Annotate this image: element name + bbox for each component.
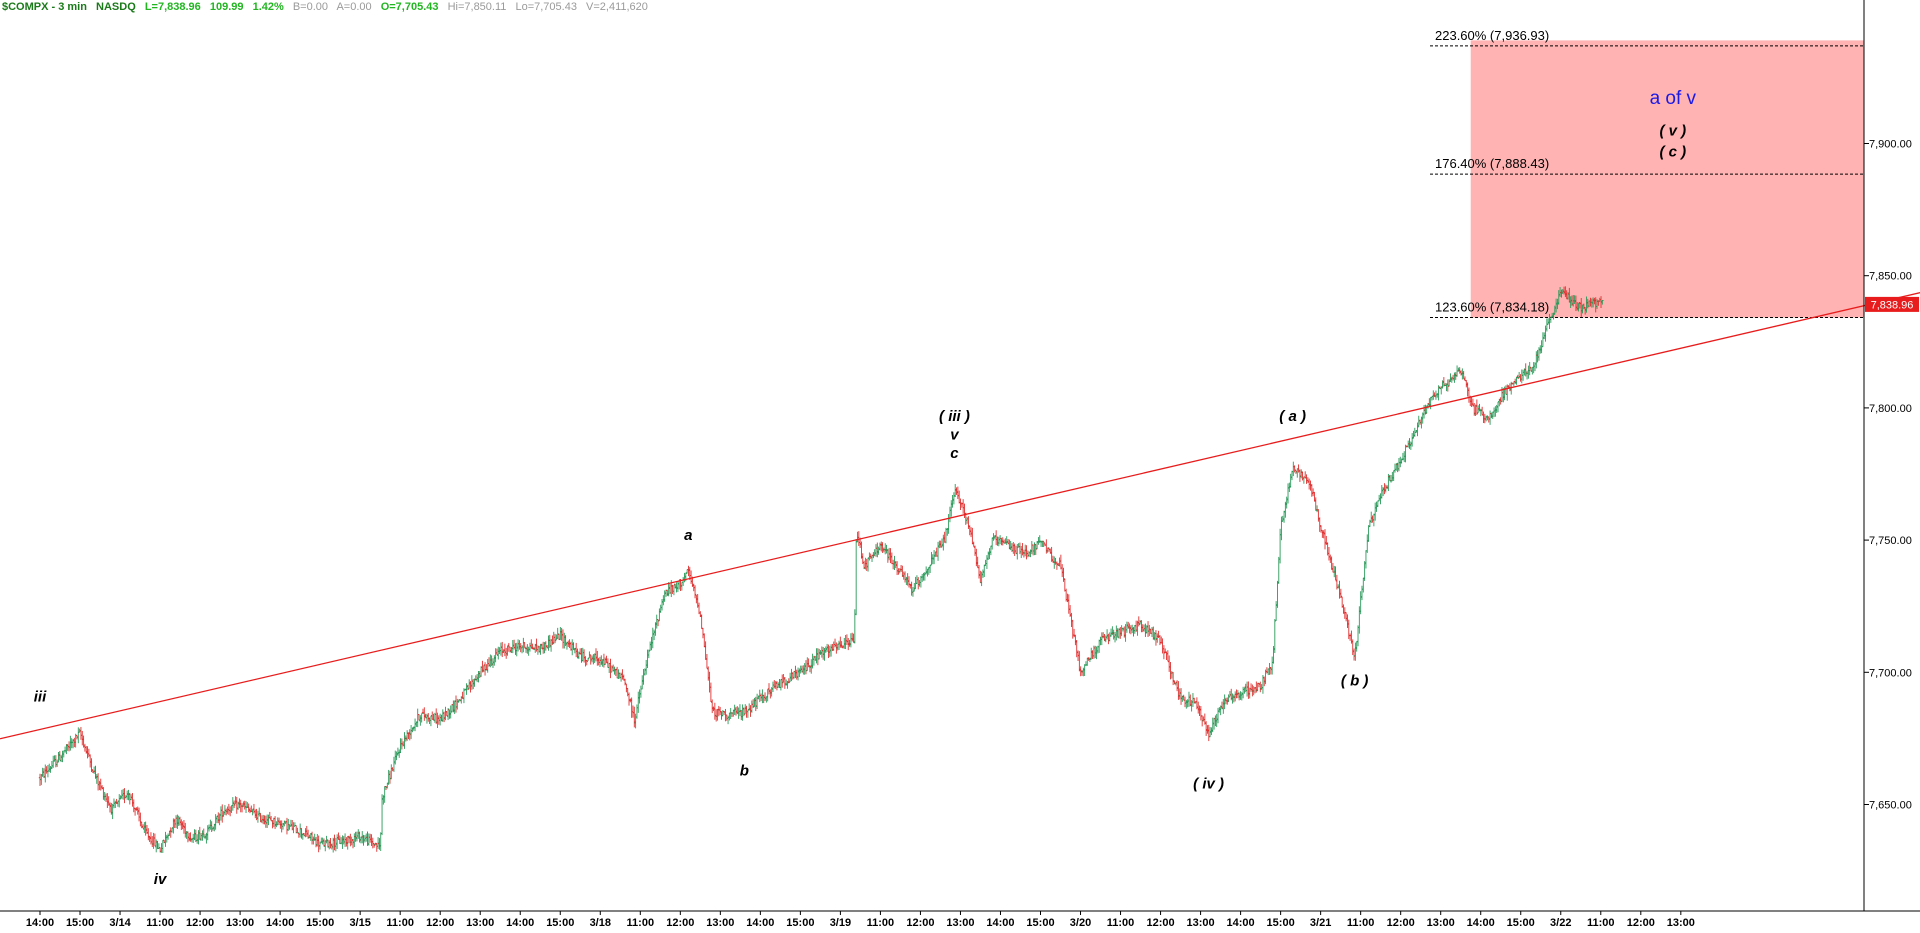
y-tick-label: 7,850.00 bbox=[1869, 271, 1912, 283]
x-tick-label: 11:00 bbox=[146, 917, 174, 929]
target-zone-layer bbox=[1470, 40, 1864, 318]
x-tick-label: 15:00 bbox=[1267, 917, 1295, 929]
last-price-label: 7,838.96 bbox=[1871, 299, 1914, 311]
target-zone bbox=[1470, 40, 1864, 318]
x-tick-label: 11:00 bbox=[386, 917, 414, 929]
x-tick-label: 3/22 bbox=[1550, 917, 1571, 929]
wave-label: ( a ) bbox=[1279, 408, 1306, 425]
header-last: L=7,838.96 bbox=[144, 1, 201, 13]
x-tick-label: 12:00 bbox=[1146, 917, 1174, 929]
x-tick-label: 11:00 bbox=[1347, 917, 1375, 929]
x-tick-label: 15:00 bbox=[786, 917, 814, 929]
trendline bbox=[0, 292, 1920, 740]
wave-label: ( c ) bbox=[1659, 144, 1686, 161]
x-tick-label: 13:00 bbox=[226, 917, 254, 929]
x-tick-label: 11:00 bbox=[867, 917, 895, 929]
x-tick-label: 14:00 bbox=[986, 917, 1014, 929]
wave-label: ( iii ) bbox=[939, 408, 970, 425]
y-tick-label: 7,800.00 bbox=[1869, 403, 1912, 415]
last-price-tag bbox=[1865, 296, 1919, 312]
candles-layer bbox=[38, 286, 1604, 853]
y-tick-label: 7,900.00 bbox=[1869, 139, 1912, 151]
wave-label: b bbox=[740, 762, 749, 779]
trendline-layer bbox=[0, 292, 1920, 740]
header-volume: V=2,411,620 bbox=[586, 1, 648, 13]
x-tick-label: 14:00 bbox=[1227, 917, 1255, 929]
y-tick-label: 7,750.00 bbox=[1869, 535, 1912, 547]
x-tick-label: 15:00 bbox=[1026, 917, 1054, 929]
header-ask: A=0.00 bbox=[336, 1, 372, 13]
y-tick-label: 7,650.00 bbox=[1869, 800, 1912, 812]
x-tick-label: 14:00 bbox=[1467, 917, 1495, 929]
x-tick-label: 3/15 bbox=[349, 917, 370, 929]
header-change: 109.99 bbox=[209, 1, 244, 13]
y-tick-label: 7,700.00 bbox=[1869, 667, 1912, 679]
wave-label: iv bbox=[154, 871, 168, 888]
x-tick-label: 12:00 bbox=[1387, 917, 1415, 929]
wave-label: ( iv ) bbox=[1193, 776, 1224, 793]
x-tick-label: 15:00 bbox=[306, 917, 334, 929]
wave-label: ( v ) bbox=[1659, 123, 1686, 140]
x-tick-label: 3/20 bbox=[1070, 917, 1091, 929]
x-tick-label: 3/18 bbox=[590, 917, 611, 929]
x-tick-label: 13:00 bbox=[1427, 917, 1455, 929]
x-tick-label: 13:00 bbox=[1187, 917, 1215, 929]
x-tick-label: 13:00 bbox=[466, 917, 494, 929]
x-tick-label: 15:00 bbox=[546, 917, 574, 929]
x-tick-label: 12:00 bbox=[666, 917, 694, 929]
x-tick-label: 14:00 bbox=[266, 917, 294, 929]
header-low: Lo=7,705.43 bbox=[515, 1, 577, 13]
header-bid: B=0.00 bbox=[292, 1, 329, 13]
x-tick-label: 13:00 bbox=[1667, 917, 1695, 929]
wave-label: v bbox=[950, 427, 960, 444]
wave-labels-layer: iii iv a b ( iii ) vc ( iv ) ( a ) ( b ) a of v ( … bbox=[34, 88, 1697, 888]
header-exchange: NASDQ bbox=[96, 1, 136, 13]
x-tick-label: 13:00 bbox=[946, 917, 974, 929]
wave-label: ( b ) bbox=[1341, 673, 1369, 690]
fib-label: 223.60% (7,936.93) bbox=[1435, 28, 1549, 43]
fib-label: 123.60% (7,834.18) bbox=[1435, 300, 1549, 315]
x-tick-label: 3/21 bbox=[1310, 917, 1331, 929]
header-change-pct: 1.42% bbox=[252, 1, 284, 13]
wave-label: a bbox=[684, 527, 692, 544]
x-tick-label: 11:00 bbox=[1587, 917, 1615, 929]
x-tick-label: 12:00 bbox=[1627, 917, 1655, 929]
x-tick-label: 15:00 bbox=[66, 917, 94, 929]
x-tick-label: 12:00 bbox=[186, 917, 214, 929]
header-high: Hi=7,850.11 bbox=[447, 1, 507, 13]
x-tick-label: 14:00 bbox=[746, 917, 774, 929]
x-tick-label: 12:00 bbox=[426, 917, 454, 929]
x-tick-label: 15:00 bbox=[1507, 917, 1535, 929]
x-tick-label: 14:00 bbox=[506, 917, 534, 929]
header-open: O=7,705.43 bbox=[380, 1, 439, 13]
x-tick-label: 13:00 bbox=[706, 917, 734, 929]
symbol-header: $COMPX - 3 min NASDQ L=7,838.96 109.99 1… bbox=[2, 1, 654, 15]
x-tick-label: 3/14 bbox=[109, 917, 131, 929]
fib-label: 176.40% (7,888.43) bbox=[1435, 156, 1549, 171]
fib-levels-layer: 223.60% (7,936.93) 176.40% (7,888.43) 123.… bbox=[1430, 28, 1864, 319]
x-tick-label: 14:00 bbox=[26, 917, 54, 929]
x-tick-label: 11:00 bbox=[1107, 917, 1135, 929]
wave-label: a of v bbox=[1650, 88, 1697, 109]
x-tick-label: 3/19 bbox=[830, 917, 851, 929]
wave-label: c bbox=[950, 445, 959, 462]
header-symbol: $COMPX - 3 min bbox=[2, 1, 87, 13]
wave-label: iii bbox=[34, 688, 47, 705]
x-tick-label: 11:00 bbox=[627, 917, 655, 929]
x-tick-label: 12:00 bbox=[906, 917, 934, 929]
